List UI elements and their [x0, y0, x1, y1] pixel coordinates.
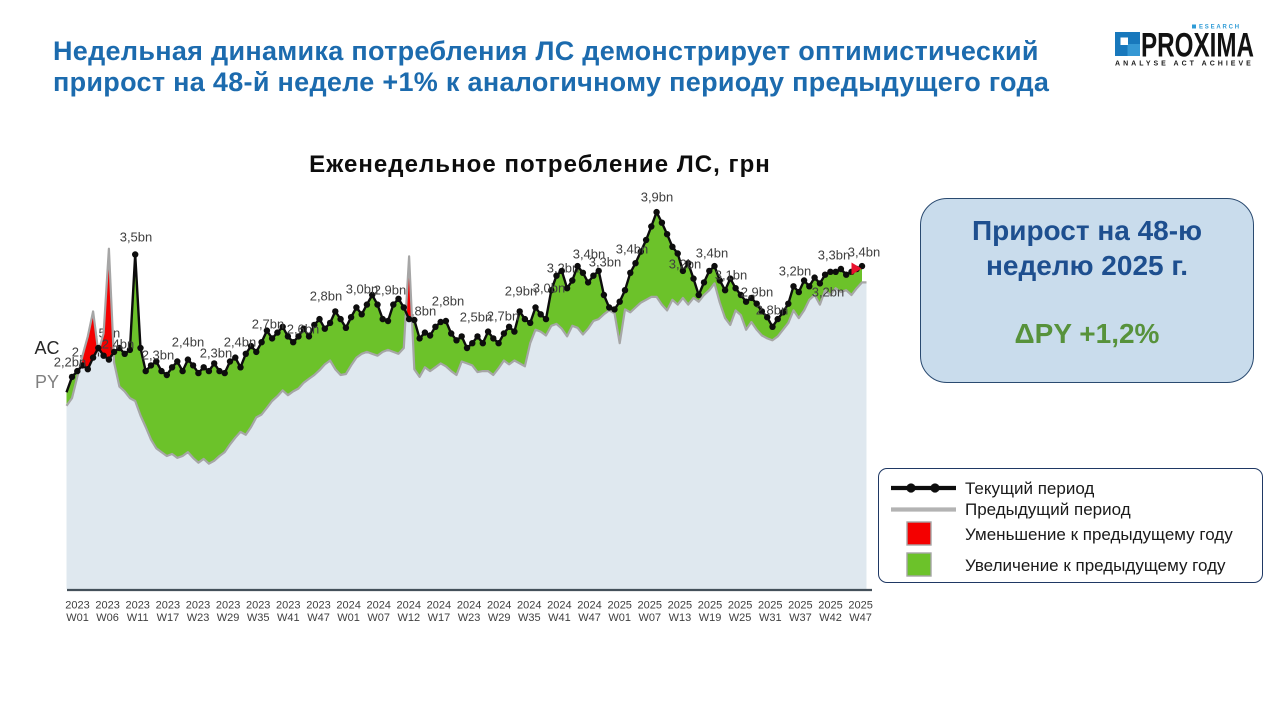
svg-text:ANALYSE ACT ACHIEVE: ANALYSE ACT ACHIEVE — [1115, 61, 1253, 68]
svg-text:2,6bn: 2,6bn — [287, 322, 320, 337]
svg-text:3,2bn: 3,2bn — [779, 264, 812, 279]
svg-text:2025: 2025 — [728, 600, 752, 612]
svg-text:2023: 2023 — [156, 600, 180, 612]
svg-text:3,4bn: 3,4bn — [573, 247, 606, 262]
svg-text:W29: W29 — [488, 612, 511, 624]
svg-text:AC: AC — [34, 338, 59, 358]
svg-text:W17: W17 — [428, 612, 451, 624]
svg-text:2025: 2025 — [668, 600, 692, 612]
svg-text:W47: W47 — [849, 612, 872, 624]
svg-text:3,4bn: 3,4bn — [696, 246, 729, 261]
svg-text:3,4bn: 3,4bn — [616, 242, 649, 257]
svg-text:2025: 2025 — [607, 600, 631, 612]
svg-text:ESEARCH: ESEARCH — [1199, 25, 1241, 31]
svg-text:2,9bn: 2,9bn — [505, 284, 538, 299]
svg-text:W13: W13 — [669, 612, 692, 624]
svg-text:W35: W35 — [247, 612, 270, 624]
svg-text:2,8bn: 2,8bn — [432, 294, 465, 309]
svg-text:W17: W17 — [157, 612, 180, 624]
svg-text:2023: 2023 — [216, 600, 240, 612]
svg-text:2,7bn: 2,7bn — [487, 309, 520, 324]
svg-text:3,4bn: 3,4bn — [848, 245, 881, 260]
svg-text:2,7bn: 2,7bn — [252, 317, 285, 332]
svg-text:W41: W41 — [277, 612, 300, 624]
svg-text:3,0bn: 3,0bn — [533, 281, 566, 296]
svg-text:PROXIMA: PROXIMA — [1141, 27, 1254, 65]
svg-text:W12: W12 — [397, 612, 420, 624]
svg-text:2,9bn: 2,9bn — [741, 285, 774, 300]
svg-text:2025: 2025 — [698, 600, 722, 612]
svg-text:3,9bn: 3,9bn — [641, 190, 674, 205]
svg-text:2,4bn: 2,4bn — [102, 337, 135, 352]
svg-text:2023: 2023 — [95, 600, 119, 612]
svg-text:2,9bn: 2,9bn — [374, 283, 407, 298]
svg-text:W29: W29 — [217, 612, 240, 624]
svg-text:3,5bn: 3,5bn — [120, 230, 153, 245]
svg-text:W25: W25 — [729, 612, 752, 624]
svg-text:2024: 2024 — [577, 600, 601, 612]
svg-text:2,5bn: 2,5bn — [460, 310, 493, 325]
svg-text:2024: 2024 — [427, 600, 451, 612]
svg-text:2025: 2025 — [848, 600, 872, 612]
svg-text:2025: 2025 — [758, 600, 782, 612]
svg-text:PY: PY — [35, 372, 59, 392]
svg-text:W01: W01 — [337, 612, 360, 624]
svg-text:2023: 2023 — [306, 600, 330, 612]
svg-text:W19: W19 — [699, 612, 722, 624]
svg-text:2024: 2024 — [547, 600, 571, 612]
svg-text:2,8bn: 2,8bn — [310, 289, 343, 304]
svg-text:W42: W42 — [819, 612, 842, 624]
svg-text:W31: W31 — [759, 612, 782, 624]
svg-text:W47: W47 — [307, 612, 330, 624]
svg-text:2025: 2025 — [788, 600, 812, 612]
svg-text:2025: 2025 — [818, 600, 842, 612]
svg-text:W06: W06 — [96, 612, 119, 624]
svg-text:W23: W23 — [458, 612, 481, 624]
svg-text:2023: 2023 — [246, 600, 270, 612]
svg-text:2024: 2024 — [487, 600, 511, 612]
svg-text:W41: W41 — [548, 612, 571, 624]
svg-text:W37: W37 — [789, 612, 812, 624]
svg-text:W07: W07 — [638, 612, 661, 624]
svg-text:2023: 2023 — [186, 600, 210, 612]
svg-text:3,3bn: 3,3bn — [818, 248, 851, 263]
svg-text:2,8bn: 2,8bn — [756, 303, 789, 318]
svg-text:2024: 2024 — [457, 600, 481, 612]
svg-text:2023: 2023 — [276, 600, 300, 612]
svg-text:W11: W11 — [127, 612, 149, 624]
svg-text:3,2bn: 3,2bn — [669, 257, 702, 272]
svg-text:2023: 2023 — [65, 600, 89, 612]
svg-text:2,3bn: 2,3bn — [142, 348, 175, 363]
svg-text:3,0bn: 3,0bn — [346, 282, 379, 297]
svg-text:2024: 2024 — [397, 600, 421, 612]
svg-text:W07: W07 — [367, 612, 390, 624]
svg-text:W01: W01 — [608, 612, 631, 624]
svg-text:2,3bn: 2,3bn — [200, 346, 233, 361]
svg-text:2024: 2024 — [336, 600, 360, 612]
svg-text:W35: W35 — [518, 612, 541, 624]
svg-text:W01: W01 — [66, 612, 89, 624]
svg-text:3,1bn: 3,1bn — [715, 268, 748, 283]
svg-text:W23: W23 — [187, 612, 210, 624]
svg-text:3,3bn: 3,3bn — [589, 255, 622, 270]
svg-text:2,4bn: 2,4bn — [172, 335, 205, 350]
svg-text:2,2bn: 2,2bn — [54, 355, 87, 370]
svg-text:2024: 2024 — [517, 600, 541, 612]
svg-text:W47: W47 — [578, 612, 601, 624]
svg-text:2025: 2025 — [638, 600, 662, 612]
svg-text:2023: 2023 — [125, 600, 149, 612]
svg-text:2024: 2024 — [366, 600, 390, 612]
svg-text:2,4bn: 2,4bn — [224, 335, 257, 350]
svg-text:3,2bn: 3,2bn — [812, 285, 845, 300]
